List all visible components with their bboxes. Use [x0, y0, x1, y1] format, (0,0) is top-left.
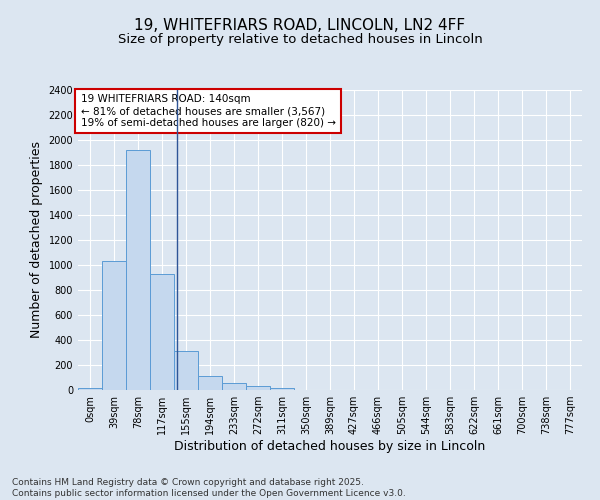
Bar	[270, 388, 294, 390]
Bar	[78, 388, 102, 390]
Y-axis label: Number of detached properties: Number of detached properties	[30, 142, 43, 338]
Bar	[246, 386, 270, 390]
Text: 19, WHITEFRIARS ROAD, LINCOLN, LN2 4FF: 19, WHITEFRIARS ROAD, LINCOLN, LN2 4FF	[134, 18, 466, 32]
Text: Contains HM Land Registry data © Crown copyright and database right 2025.
Contai: Contains HM Land Registry data © Crown c…	[12, 478, 406, 498]
Bar	[102, 261, 126, 390]
Bar	[126, 150, 150, 390]
Bar	[222, 383, 246, 390]
Bar	[198, 376, 222, 390]
Bar	[150, 274, 174, 390]
Text: 19 WHITEFRIARS ROAD: 140sqm
← 81% of detached houses are smaller (3,567)
19% of : 19 WHITEFRIARS ROAD: 140sqm ← 81% of det…	[80, 94, 335, 128]
Bar	[174, 350, 198, 390]
Text: Size of property relative to detached houses in Lincoln: Size of property relative to detached ho…	[118, 32, 482, 46]
X-axis label: Distribution of detached houses by size in Lincoln: Distribution of detached houses by size …	[175, 440, 485, 453]
